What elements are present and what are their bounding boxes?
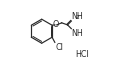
Text: 2: 2 <box>75 15 79 20</box>
Text: NH: NH <box>71 29 83 38</box>
Text: HCl: HCl <box>75 50 89 59</box>
Text: Cl: Cl <box>55 43 63 52</box>
Text: O: O <box>53 20 59 29</box>
Text: NH: NH <box>71 12 83 21</box>
